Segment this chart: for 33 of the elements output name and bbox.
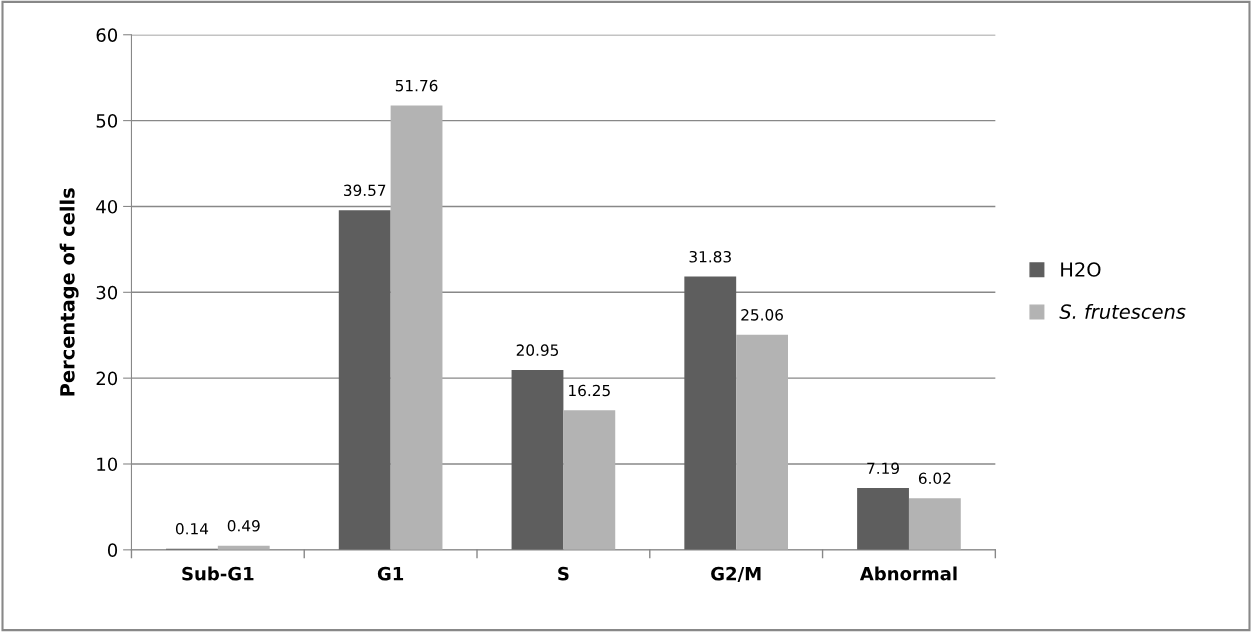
data-label: 6.02 — [918, 472, 951, 485]
bar — [338, 210, 391, 550]
data-label: 31.83 — [689, 250, 731, 263]
data-label: 39.57 — [344, 184, 386, 197]
y-tick-label: 10 — [97, 457, 118, 472]
y-tick-label: 20 — [96, 371, 118, 386]
y-tick-label: 60 — [96, 28, 118, 42]
bar — [511, 369, 564, 550]
bar — [563, 410, 616, 550]
bar — [684, 276, 737, 550]
x-tick-label: Sub-G1 — [182, 566, 254, 581]
x-tick-label: Abnormal — [859, 566, 957, 581]
legend-label: S. frutescens — [1059, 303, 1186, 320]
bar — [390, 105, 443, 550]
x-tick-label: G2/M — [711, 566, 761, 582]
data-label: 16.25 — [569, 384, 610, 397]
y-tick-label: 30 — [96, 285, 118, 300]
data-label: 7.19 — [867, 462, 899, 475]
bar — [908, 498, 961, 550]
data-label: 51.76 — [395, 79, 438, 92]
data-label: 0.14 — [175, 523, 209, 535]
x-tick-label: G1 — [377, 566, 404, 581]
data-label: 0.49 — [227, 520, 260, 532]
bar — [736, 334, 789, 550]
y-tick-label: 50 — [96, 114, 118, 128]
data-label: 20.95 — [516, 344, 559, 356]
y-tick-label: 0 — [107, 543, 118, 557]
y-axis-title: Percentage of cells — [59, 188, 79, 396]
legend-label: H2O — [1061, 262, 1101, 277]
x-tick-label: S — [558, 566, 569, 581]
y-tick-label: 40 — [96, 199, 118, 214]
bar — [857, 488, 909, 550]
data-label: 25.06 — [741, 309, 783, 321]
